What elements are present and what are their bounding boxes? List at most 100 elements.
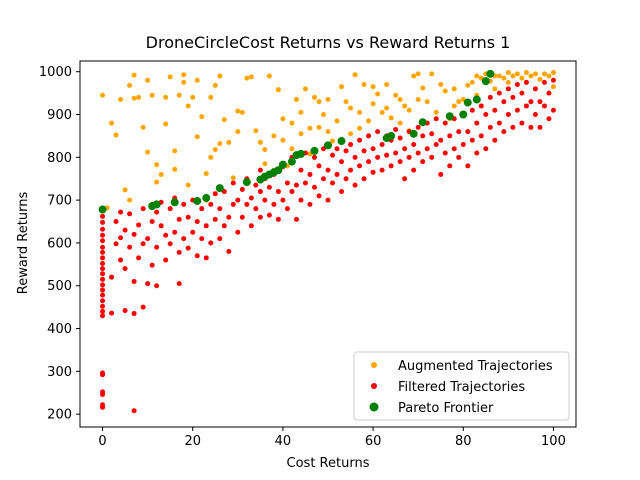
- data-point: [289, 120, 295, 126]
- data-point: [320, 112, 326, 118]
- data-point: [438, 82, 444, 88]
- data-point: [505, 70, 511, 76]
- data-point: [370, 146, 376, 152]
- data-point: [501, 75, 507, 81]
- data-point: [445, 112, 454, 121]
- data-point: [208, 201, 214, 207]
- legend-label: Filtered Trajectories: [398, 380, 525, 395]
- data-point: [393, 92, 399, 98]
- data-point: [334, 118, 340, 124]
- data-point: [361, 148, 367, 154]
- data-point: [109, 274, 115, 280]
- data-point: [176, 216, 182, 222]
- data-point: [501, 99, 507, 105]
- data-point: [339, 189, 345, 195]
- data-point: [523, 79, 529, 85]
- plot-frame: [79, 60, 577, 428]
- data-point: [172, 229, 178, 235]
- data-point: [397, 159, 403, 165]
- data-point: [208, 94, 214, 100]
- data-point: [194, 253, 200, 259]
- data-point: [163, 257, 169, 263]
- data-point: [136, 255, 142, 261]
- data-point: [523, 70, 529, 76]
- data-point: [352, 154, 358, 160]
- data-point: [384, 105, 390, 111]
- data-point: [330, 138, 336, 144]
- data-point: [158, 171, 164, 177]
- data-point: [325, 129, 331, 135]
- data-point: [248, 195, 254, 201]
- data-point: [100, 260, 106, 266]
- data-point: [172, 148, 178, 154]
- data-point: [100, 255, 106, 261]
- data-point: [379, 167, 385, 173]
- data-point: [271, 133, 277, 139]
- data-point: [194, 134, 200, 140]
- data-point: [316, 99, 322, 105]
- data-point: [100, 282, 106, 288]
- data-point: [420, 85, 426, 91]
- data-point: [415, 97, 421, 103]
- data-point: [415, 150, 421, 156]
- data-point: [127, 82, 133, 88]
- data-point: [465, 163, 471, 169]
- data-point: [253, 182, 259, 188]
- data-point: [451, 86, 457, 92]
- data-point: [226, 248, 232, 254]
- data-point: [131, 95, 137, 101]
- data-point: [100, 404, 106, 410]
- x-tick-label: 20: [184, 434, 201, 449]
- data-point: [127, 244, 133, 250]
- data-point: [375, 129, 381, 135]
- data-point: [442, 120, 448, 126]
- data-point: [433, 141, 439, 147]
- data-point: [212, 82, 218, 88]
- data-point: [262, 161, 268, 167]
- legend-label: Pareto Frontier: [398, 401, 494, 416]
- data-point: [118, 235, 124, 241]
- data-point: [100, 213, 106, 219]
- data-point: [118, 257, 124, 263]
- data-point: [208, 240, 214, 246]
- data-point: [311, 94, 317, 100]
- data-point: [203, 255, 209, 261]
- data-point: [235, 108, 241, 114]
- data-point: [352, 182, 358, 188]
- data-point: [505, 79, 511, 85]
- data-point: [212, 147, 218, 153]
- data-point: [122, 266, 128, 272]
- data-point: [487, 124, 493, 130]
- data-point: [550, 70, 556, 76]
- data-point: [100, 287, 106, 293]
- data-point: [469, 107, 475, 113]
- data-point: [185, 214, 191, 220]
- data-point: [208, 154, 214, 160]
- data-point: [293, 182, 299, 188]
- data-point: [221, 223, 227, 229]
- data-point: [181, 79, 187, 85]
- data-point: [257, 214, 263, 220]
- data-point: [465, 129, 471, 135]
- data-point: [402, 103, 408, 109]
- data-point: [122, 187, 128, 193]
- data-point: [154, 283, 160, 289]
- data-point: [429, 131, 435, 137]
- data-point: [330, 180, 336, 186]
- data-point: [550, 84, 556, 90]
- data-point: [100, 271, 106, 277]
- data-point: [343, 176, 349, 182]
- data-point: [523, 103, 529, 109]
- data-point: [118, 209, 124, 215]
- data-point: [478, 103, 484, 109]
- data-point: [202, 193, 211, 202]
- data-point: [293, 97, 299, 103]
- data-point: [284, 206, 290, 212]
- data-point: [456, 154, 462, 160]
- data-point: [460, 141, 466, 147]
- data-point: [409, 129, 418, 138]
- data-point: [100, 226, 106, 232]
- data-point: [320, 176, 326, 182]
- legend: Augmented Trajectories Filtered Trajector…: [353, 351, 570, 421]
- data-point: [514, 107, 520, 113]
